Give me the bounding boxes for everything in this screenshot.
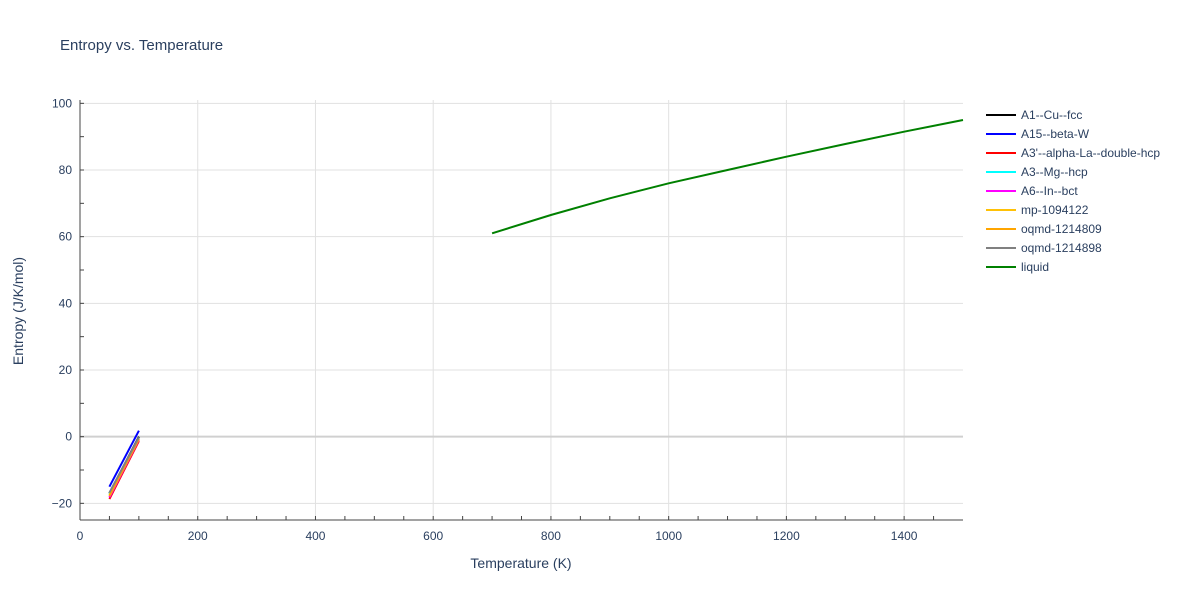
series-lines — [108, 119, 964, 500]
y-tick-label: 80 — [59, 163, 73, 177]
x-tick-label: 400 — [305, 529, 325, 543]
y-tick-label: 0 — [65, 430, 72, 444]
x-tick-label: 1200 — [773, 529, 800, 543]
legend-item[interactable]: mp-1094122 — [986, 203, 1089, 217]
legend-label: A1--Cu--fcc — [1021, 108, 1082, 122]
series-line-liquid — [491, 119, 964, 235]
legend[interactable]: A1--Cu--fcc A15--beta-W A3'--alpha-La--dou… — [986, 108, 1160, 274]
y-tick-label: 100 — [52, 96, 72, 110]
x-tick-label: 1000 — [655, 529, 682, 543]
legend-item[interactable]: A6--In--bct — [986, 184, 1078, 198]
legend-label: A6--In--bct — [1021, 184, 1078, 198]
legend-label: A3'--alpha-La--double-hcp — [1021, 146, 1160, 160]
legend-item[interactable]: A1--Cu--fcc — [986, 108, 1082, 122]
legend-label: A15--beta-W — [1021, 127, 1090, 141]
x-axis-title: Temperature (K) — [470, 555, 571, 571]
x-tick-label: 0 — [77, 529, 84, 543]
series-line-A15--beta-W — [108, 430, 140, 488]
x-tick-label: 600 — [423, 529, 443, 543]
legend-label: oqmd-1214809 — [1021, 222, 1102, 236]
x-tick-label: 800 — [541, 529, 561, 543]
legend-item[interactable]: oqmd-1214809 — [986, 222, 1102, 236]
y-axis-ticks: −20 0 20 40 60 80 100 — [52, 96, 84, 520]
legend-item[interactable]: liquid — [986, 260, 1049, 274]
legend-item[interactable]: A3--Mg--hcp — [986, 165, 1088, 179]
y-axis-title: Entropy (J/K/mol) — [10, 257, 26, 365]
legend-item[interactable]: A3'--alpha-La--double-hcp — [986, 146, 1160, 160]
y-tick-label: −20 — [52, 496, 73, 510]
x-tick-label: 1400 — [891, 529, 918, 543]
grid — [80, 100, 963, 520]
chart-title: Entropy vs. Temperature — [60, 37, 223, 54]
legend-label: A3--Mg--hcp — [1021, 165, 1088, 179]
legend-label: oqmd-1214898 — [1021, 241, 1102, 255]
series-line-oqmd-1214898 — [108, 436, 140, 494]
legend-label: liquid — [1021, 260, 1049, 274]
y-tick-label: 20 — [59, 363, 73, 377]
x-axis-ticks: 0 200 400 600 800 1000 1200 1400 — [77, 516, 935, 543]
legend-item[interactable]: A15--beta-W — [986, 127, 1090, 141]
legend-item[interactable]: oqmd-1214898 — [986, 241, 1102, 255]
y-tick-label: 60 — [59, 230, 73, 244]
x-tick-label: 200 — [188, 529, 208, 543]
legend-label: mp-1094122 — [1021, 203, 1089, 217]
y-tick-label: 40 — [59, 296, 73, 310]
